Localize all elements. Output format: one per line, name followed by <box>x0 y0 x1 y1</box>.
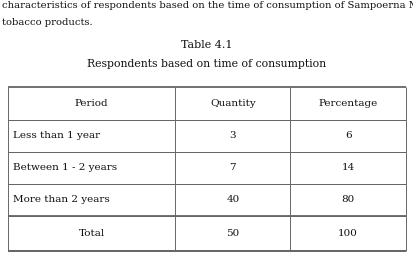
Text: 50: 50 <box>225 229 239 238</box>
Text: Total: Total <box>78 229 104 238</box>
Text: Respondents based on time of consumption: Respondents based on time of consumption <box>87 59 326 69</box>
Text: Period: Period <box>75 99 108 108</box>
Text: characteristics of respondents based on the time of consumption of Sampoerna Mil: characteristics of respondents based on … <box>2 1 413 10</box>
Text: 40: 40 <box>225 195 239 204</box>
Text: Between 1 - 2 years: Between 1 - 2 years <box>13 163 117 172</box>
Text: 14: 14 <box>341 163 354 172</box>
Text: 7: 7 <box>229 163 235 172</box>
Text: 3: 3 <box>229 131 235 140</box>
Text: More than 2 years: More than 2 years <box>13 195 110 204</box>
Text: Percentage: Percentage <box>318 99 377 108</box>
Text: Less than 1 year: Less than 1 year <box>13 131 100 140</box>
Text: tobacco products.: tobacco products. <box>2 18 93 27</box>
Text: Table 4.1: Table 4.1 <box>181 40 232 50</box>
Text: 80: 80 <box>341 195 354 204</box>
Text: 100: 100 <box>337 229 357 238</box>
Text: 6: 6 <box>344 131 351 140</box>
Text: Quantity: Quantity <box>209 99 255 108</box>
